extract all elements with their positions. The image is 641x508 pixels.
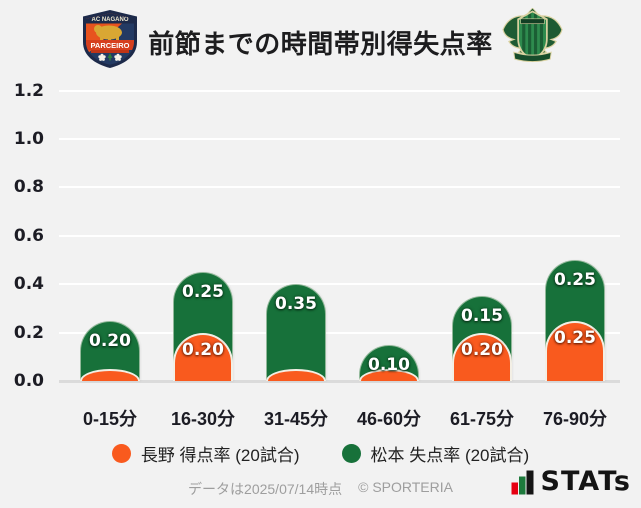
nagano-crest-top-text: AC NAGANO bbox=[92, 17, 129, 23]
y-tick-label: 0.0 bbox=[13, 371, 44, 391]
gridline bbox=[59, 234, 620, 237]
gridline bbox=[59, 89, 620, 92]
copyright-text: © SPORTERIA bbox=[358, 479, 453, 495]
legend-label: 松本 失点率 (20試合) bbox=[370, 446, 530, 465]
legend-label: 長野 得点率 (20試合) bbox=[140, 446, 300, 465]
y-tick-label: 0.4 bbox=[13, 274, 44, 295]
y-tick-label: 0.2 bbox=[13, 322, 44, 343]
nagano-value-label: 0.25 bbox=[554, 327, 596, 348]
y-tick-label: 1.0 bbox=[13, 129, 44, 149]
x-axis-label: 0-15分 bbox=[82, 409, 138, 429]
bar-chart-icon bbox=[511, 470, 534, 495]
matsumoto-value-label: 0.10 bbox=[368, 354, 410, 375]
x-axis-label: 31-45分 bbox=[263, 409, 329, 429]
data-date-note: データは2025/07/14時点 bbox=[188, 481, 343, 497]
stats-brand-text: STATs bbox=[540, 466, 631, 497]
x-axis-line bbox=[59, 380, 620, 383]
matsumoto-value-label: 0.35 bbox=[275, 294, 317, 315]
gridline bbox=[59, 283, 620, 286]
flower-icons bbox=[98, 53, 122, 61]
matsumoto-value-label: 0.25 bbox=[182, 282, 224, 303]
stats-brand-logo: STATs bbox=[511, 468, 631, 495]
matsumoto-crest-logo bbox=[502, 8, 563, 63]
lion-emblem-icon bbox=[96, 25, 122, 40]
nagano-bar-segment bbox=[545, 320, 605, 381]
gridline bbox=[59, 331, 620, 334]
matsumoto-value-label: 0.15 bbox=[461, 306, 503, 327]
gridline bbox=[59, 138, 620, 140]
legend-item: 松本 失点率 (20試合) bbox=[341, 441, 530, 466]
y-tick-label: 1.2 bbox=[13, 80, 44, 101]
matsumoto-value-label: 0.20 bbox=[89, 330, 131, 351]
shield-stripes bbox=[518, 12, 547, 59]
legend-swatch-icon bbox=[341, 444, 361, 463]
gridline bbox=[59, 186, 620, 189]
chart-legend: 長野 得点率 (20試合) 松本 失点率 (20試合) bbox=[0, 441, 641, 466]
nagano-bar-segment bbox=[452, 332, 512, 381]
matsumoto-bar-segment bbox=[266, 284, 326, 381]
page-title: 前節までの時間帯別得失点率 bbox=[148, 29, 493, 59]
legend-item: 長野 得点率 (20試合) bbox=[111, 441, 300, 466]
nagano-value-label: 0.20 bbox=[182, 339, 224, 360]
legend-swatch-icon bbox=[111, 444, 131, 463]
x-axis-label: 76-90分 bbox=[542, 409, 608, 429]
x-axis-label: 61-75分 bbox=[449, 409, 515, 429]
matsumoto-value-label: 0.25 bbox=[554, 270, 596, 290]
nagano-crest-logo: AC NAGANO PARCEIRO bbox=[83, 10, 137, 68]
nagano-value-label: 0.20 bbox=[461, 339, 503, 360]
y-tick-label: 0.8 bbox=[13, 177, 44, 198]
nagano-bar-segment bbox=[173, 332, 233, 381]
crest-banner bbox=[513, 51, 552, 63]
footnote: データは2025/07/14時点 © SPORTERIA bbox=[0, 479, 641, 499]
x-axis-label: 16-30分 bbox=[170, 409, 236, 429]
y-tick-label: 0.6 bbox=[13, 225, 44, 246]
x-axis-label: 46-60分 bbox=[356, 409, 422, 429]
nagano-crest-banner-text: PARCEIRO bbox=[90, 41, 129, 50]
